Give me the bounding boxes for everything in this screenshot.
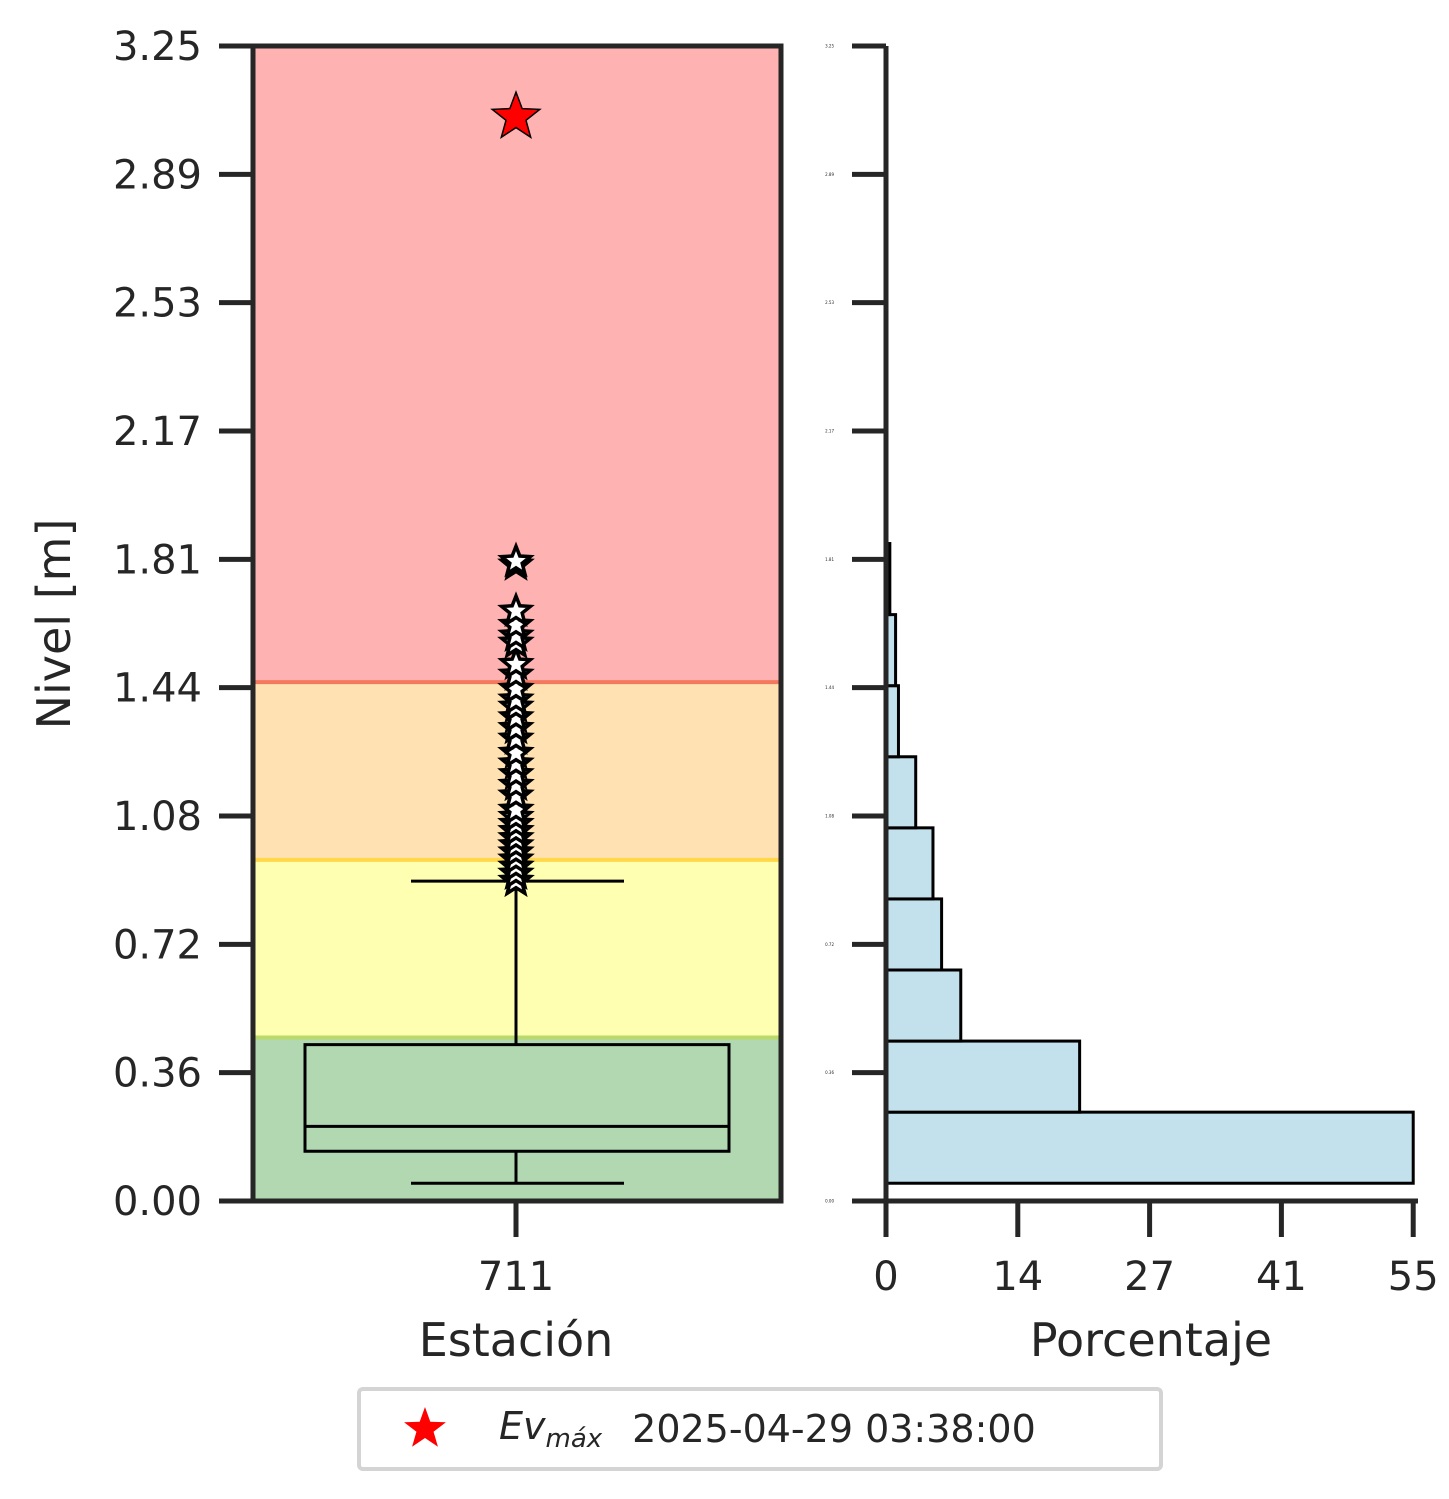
histogram-y-tick-label: 1.81 xyxy=(825,557,834,562)
outlier-point xyxy=(497,744,535,780)
legend-label: Evmáx xyxy=(499,1404,603,1454)
histogram-x-tick-label: 14 xyxy=(992,1254,1043,1300)
histogram-y-tick-label: 0.36 xyxy=(825,1070,834,1075)
histogram-bar xyxy=(884,1110,1415,1185)
histogram-y-tick-label: 2.17 xyxy=(825,429,834,434)
outlier-point xyxy=(497,680,535,716)
outlier-point xyxy=(497,669,535,706)
y-tick-label: 1.81 xyxy=(113,537,202,583)
histogram-bar xyxy=(884,968,963,1043)
histogram-bar xyxy=(884,826,935,901)
y-tick-label: 3.25 xyxy=(113,24,202,70)
histogram-y-tick-label: 1.44 xyxy=(825,685,834,690)
alert-band xyxy=(253,46,781,683)
outlier-point xyxy=(497,776,535,812)
y-tick-label: 1.08 xyxy=(113,794,202,840)
outlier-point xyxy=(497,605,535,642)
y-tick-label: 0.72 xyxy=(113,922,202,968)
outlier-point xyxy=(497,754,535,791)
histogram-x-tick-label: 0 xyxy=(873,1254,898,1300)
outlier-point xyxy=(497,616,535,652)
outlier-point xyxy=(497,591,535,628)
max-event-star xyxy=(490,89,542,140)
outlier-point xyxy=(497,765,535,802)
y-tick-label: 1.44 xyxy=(113,666,202,712)
histogram-y-tick-label: 3.25 xyxy=(825,44,834,49)
outlier-points xyxy=(490,89,542,898)
outlier-point xyxy=(497,541,535,578)
y-axis-label: Nivel [m] xyxy=(27,519,81,730)
outlier-point xyxy=(497,790,535,827)
legend: Evmáx 2025-04-29 03:38:00 xyxy=(357,1387,1163,1471)
histogram-bar xyxy=(884,755,918,830)
histogram-y-tick-label: 0.00 xyxy=(825,1199,834,1204)
y-tick-label: 2.17 xyxy=(113,409,202,455)
histogram-bars xyxy=(884,542,1415,1185)
y-tick-label: 2.89 xyxy=(113,152,202,198)
y-tick-label: 0.00 xyxy=(113,1179,202,1225)
histogram-y-tick-label: 1.08 xyxy=(825,814,834,819)
outlier-point xyxy=(497,708,535,745)
outlier-point xyxy=(497,655,535,692)
histogram-y-tick-label: 2.53 xyxy=(825,300,834,305)
legend-star-icon xyxy=(404,1407,446,1447)
x-axis-label: Estación xyxy=(419,1313,614,1367)
histogram-x-axis-label: Porcentaje xyxy=(1030,1313,1272,1367)
y-tick-label: 2.53 xyxy=(113,281,202,327)
boxplot xyxy=(303,879,731,1185)
legend-date: 2025-04-29 03:38:00 xyxy=(632,1407,1036,1451)
outlier-point xyxy=(497,733,535,770)
histogram-x-tick-label: 27 xyxy=(1124,1254,1175,1300)
outlier-point xyxy=(497,644,535,681)
right-axes: 0.00 0.36 0.72 1.08 1.44 1.81 2.17 2.53 2.89 3.25… xyxy=(825,43,1439,1367)
histogram-y-tick-label: 2.89 xyxy=(825,172,834,177)
histogram-x-tick-label: 41 xyxy=(1256,1254,1307,1300)
histogram-x-tick-label: 55 xyxy=(1388,1254,1439,1300)
outlier-point xyxy=(497,719,535,756)
histogram-bar xyxy=(884,897,944,972)
histogram-y-tick-label: 0.72 xyxy=(825,942,834,947)
histogram-bar xyxy=(884,1039,1082,1114)
x-tick-label: 711 xyxy=(478,1254,554,1300)
left-axes: 0.00 0.36 0.72 1.08 1.44 1.81 2.17 2.53 2.89 3.25… xyxy=(27,24,784,1367)
y-tick-label: 0.36 xyxy=(113,1051,202,1097)
